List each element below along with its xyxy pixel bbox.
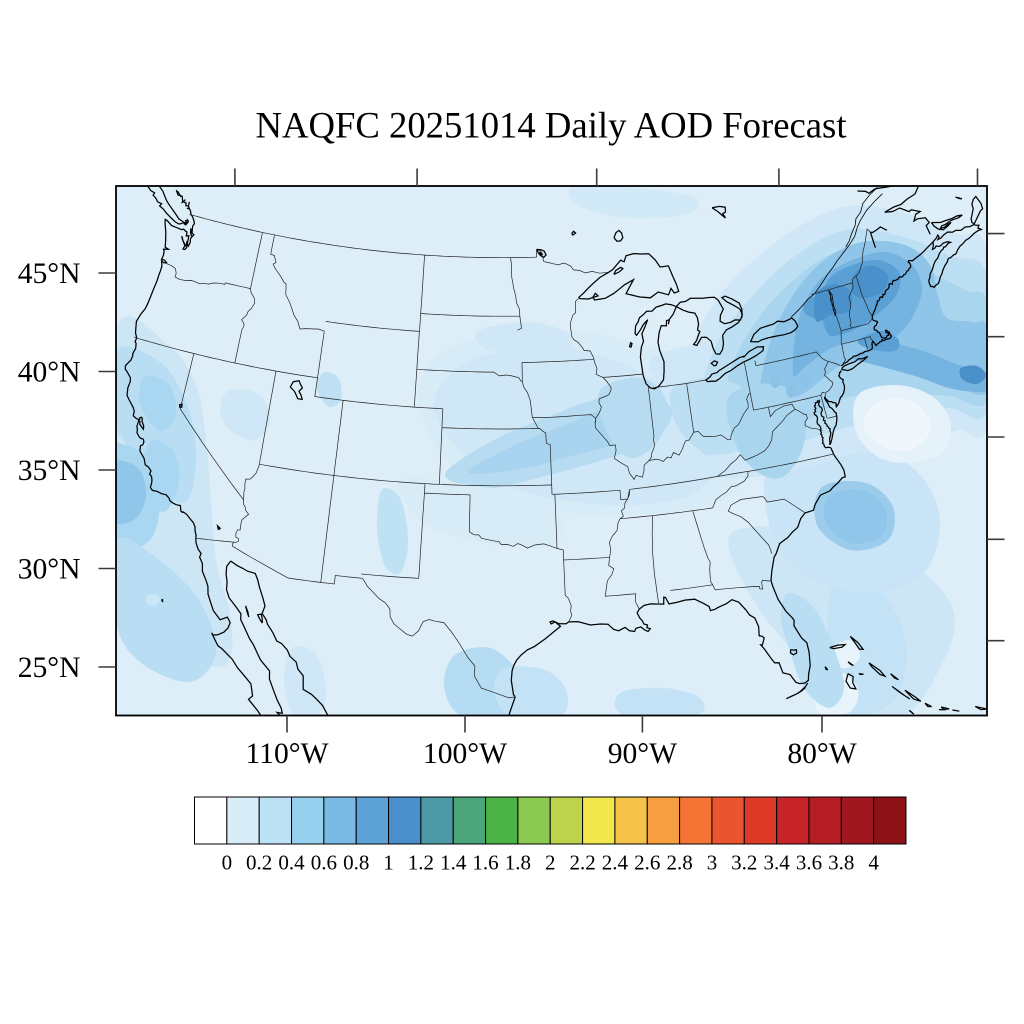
- svg-text:0.2: 0.2: [246, 851, 272, 875]
- svg-text:45°N: 45°N: [18, 258, 81, 290]
- svg-text:3.6: 3.6: [796, 851, 822, 875]
- svg-text:2.8: 2.8: [666, 851, 692, 875]
- svg-text:3.8: 3.8: [828, 851, 854, 875]
- svg-text:3: 3: [707, 851, 718, 875]
- svg-text:1.6: 1.6: [472, 851, 498, 875]
- svg-text:0.6: 0.6: [311, 851, 337, 875]
- svg-text:100°W: 100°W: [423, 738, 507, 770]
- svg-text:2: 2: [545, 851, 556, 875]
- svg-text:2.6: 2.6: [634, 851, 660, 875]
- svg-text:0.4: 0.4: [278, 851, 305, 875]
- svg-text:30°N: 30°N: [18, 554, 81, 586]
- svg-text:25°N: 25°N: [18, 652, 81, 684]
- svg-text:0: 0: [222, 851, 233, 875]
- svg-text:3.2: 3.2: [731, 851, 757, 875]
- svg-text:NAQFC 20251014 Daily AOD Forec: NAQFC 20251014 Daily AOD Forecast: [255, 105, 846, 146]
- svg-text:0.8: 0.8: [343, 851, 369, 875]
- svg-text:3.4: 3.4: [763, 851, 790, 875]
- svg-text:40°N: 40°N: [18, 357, 81, 389]
- svg-text:110°W: 110°W: [245, 738, 328, 770]
- svg-text:1.2: 1.2: [408, 851, 434, 875]
- svg-text:1: 1: [383, 851, 394, 875]
- svg-text:90°W: 90°W: [608, 738, 677, 770]
- svg-text:35°N: 35°N: [18, 455, 81, 487]
- svg-text:1.4: 1.4: [440, 851, 467, 875]
- svg-text:2.4: 2.4: [602, 851, 629, 875]
- svg-text:4: 4: [868, 851, 879, 875]
- svg-text:1.8: 1.8: [505, 851, 531, 875]
- svg-text:80°W: 80°W: [787, 738, 856, 770]
- svg-text:2.2: 2.2: [569, 851, 595, 875]
